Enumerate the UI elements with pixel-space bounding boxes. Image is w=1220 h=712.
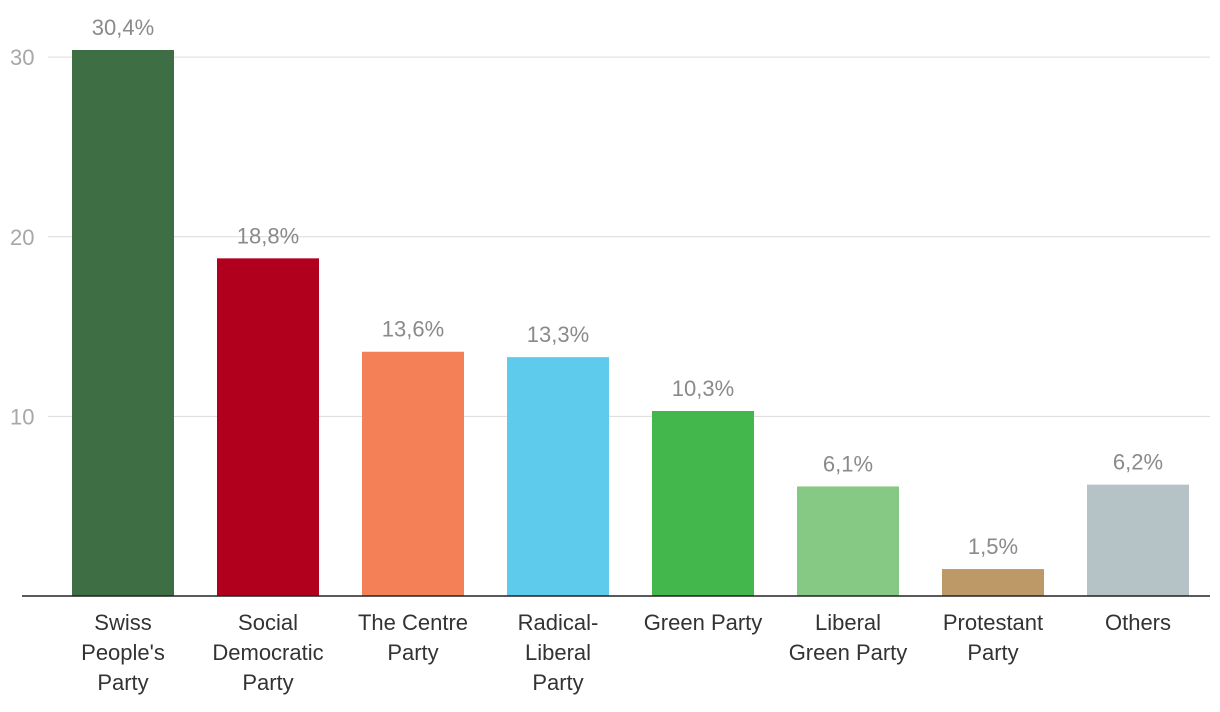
data-label: 18,8% — [237, 223, 299, 248]
x-tick-label: Swiss People's Party — [81, 610, 165, 695]
x-tick-label-line: Party — [967, 640, 1018, 665]
x-tick-label: Social Democratic Party — [212, 610, 323, 695]
data-label: 6,2% — [1113, 450, 1163, 475]
x-tick-label: Green Party — [644, 610, 763, 635]
x-tick-label-line: People's — [81, 640, 165, 665]
data-label: 6,1% — [823, 451, 873, 476]
data-label: 1,5% — [968, 534, 1018, 559]
x-tick-label-line: Party — [97, 670, 148, 695]
x-tick-label-line: Party — [532, 670, 583, 695]
x-tick-label-line: Liberal — [525, 640, 591, 665]
x-tick-label: Radical- Liberal Party — [518, 610, 599, 695]
x-tick-label-line: Party — [242, 670, 293, 695]
x-tick-label-line: Swiss — [94, 610, 151, 635]
bar — [72, 50, 174, 596]
x-tick-label-line: Social — [238, 610, 298, 635]
x-tick-label-line: Party — [387, 640, 438, 665]
x-tick-label-line: Liberal — [815, 610, 881, 635]
x-tick-label: Liberal Green Party — [789, 610, 908, 665]
data-label: 30,4% — [92, 15, 154, 40]
x-tick-label-line: Green Party — [789, 640, 908, 665]
bar — [217, 258, 319, 596]
x-tick-label-line: Radical- — [518, 610, 599, 635]
x-tick-label: The Centre Party — [358, 610, 468, 665]
data-label: 13,6% — [382, 317, 444, 342]
bar — [1087, 484, 1189, 596]
y-tick-label: 20 — [10, 225, 34, 250]
x-tick-label-line: Protestant — [943, 610, 1043, 635]
bar — [507, 357, 609, 596]
x-tick-label: Others — [1105, 610, 1171, 635]
bar — [362, 351, 464, 596]
bar — [942, 569, 1044, 596]
x-tick-label-line: The Centre — [358, 610, 468, 635]
x-tick-label: Protestant Party — [943, 610, 1043, 665]
x-tick-label-line: Democratic — [212, 640, 323, 665]
x-tick-label-line: Green Party — [644, 610, 763, 635]
bar — [797, 486, 899, 596]
bar — [652, 411, 754, 596]
y-tick-label: 10 — [10, 404, 34, 429]
data-label: 10,3% — [672, 376, 734, 401]
data-label: 13,3% — [527, 322, 589, 347]
x-tick-label-line: Others — [1105, 610, 1171, 635]
y-tick-label: 30 — [10, 45, 34, 70]
